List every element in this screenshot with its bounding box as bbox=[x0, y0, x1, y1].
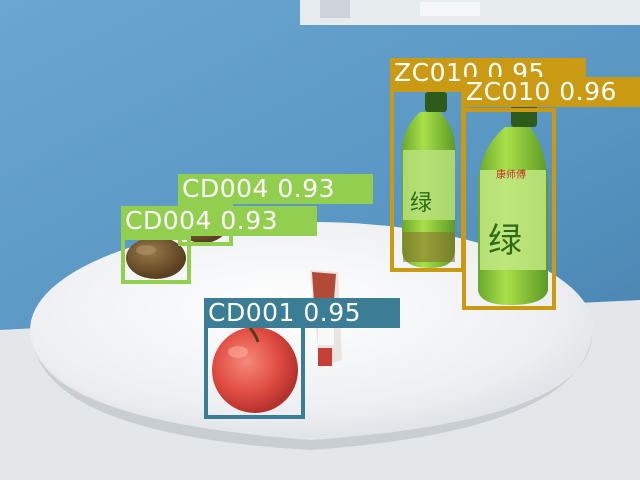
tea-bottle-back: 绿 bbox=[401, 92, 456, 268]
detection-box-zc010-b bbox=[462, 108, 556, 310]
detection-label-cd001: CD001 0.95 bbox=[204, 298, 400, 328]
detection-box-zc010-a bbox=[390, 88, 465, 272]
detection-box-cd001 bbox=[204, 323, 305, 419]
svg-text:绿: 绿 bbox=[410, 191, 432, 216]
detection-label-cd004-a: CD004 0.93 bbox=[178, 174, 373, 204]
detection-box-cd004-b bbox=[121, 236, 191, 284]
detection-label-cd004-b: CD004 0.93 bbox=[121, 206, 317, 236]
svg-text:绿: 绿 bbox=[488, 221, 522, 261]
svg-text:康师傅: 康师傅 bbox=[496, 168, 526, 181]
detection-label-zc010-b: ZC010 0.96 bbox=[462, 77, 640, 107]
